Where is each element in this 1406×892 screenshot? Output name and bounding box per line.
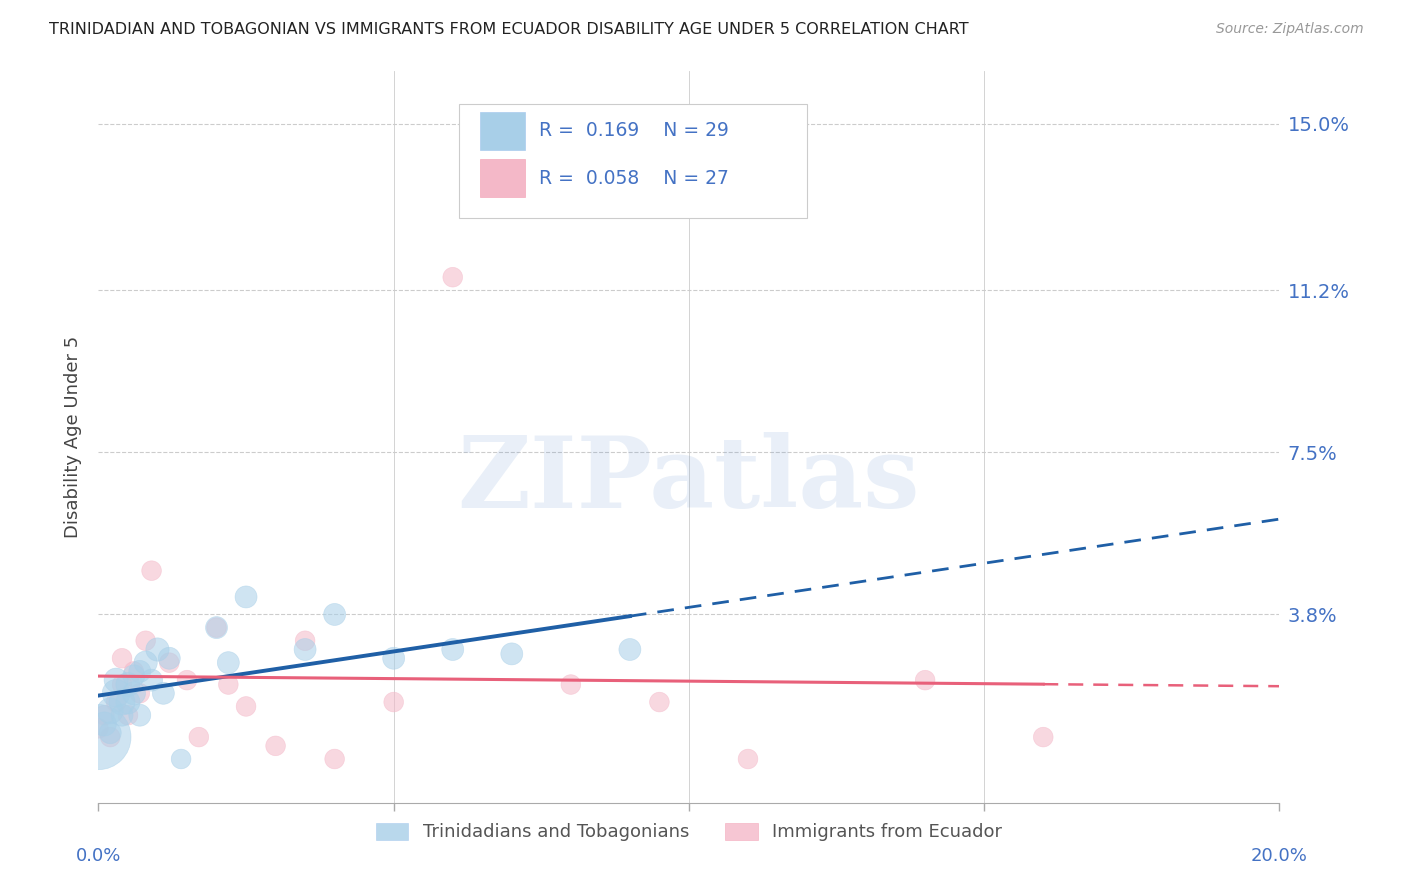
- Text: Source: ZipAtlas.com: Source: ZipAtlas.com: [1216, 22, 1364, 37]
- FancyBboxPatch shape: [479, 112, 524, 150]
- Point: [98, 704, 121, 718]
- Point: [382, 695, 405, 709]
- Point: [111, 695, 134, 709]
- Point: [141, 564, 163, 578]
- Point: [122, 665, 145, 679]
- Point: [294, 642, 316, 657]
- Point: [128, 686, 150, 700]
- Point: [111, 651, 134, 665]
- Point: [217, 677, 239, 691]
- Point: [157, 651, 180, 665]
- Y-axis label: Disability Age Under 5: Disability Age Under 5: [65, 336, 83, 538]
- Point: [737, 752, 759, 766]
- Point: [648, 695, 671, 709]
- Point: [441, 642, 464, 657]
- Text: 20.0%: 20.0%: [1251, 847, 1308, 864]
- Point: [501, 647, 523, 661]
- Point: [87, 730, 110, 744]
- Point: [560, 677, 582, 691]
- Point: [93, 708, 115, 723]
- Point: [117, 708, 139, 723]
- Point: [111, 708, 134, 723]
- Point: [93, 717, 115, 731]
- Point: [98, 725, 121, 739]
- Point: [187, 730, 209, 744]
- Point: [323, 752, 346, 766]
- Text: R =  0.169    N = 29: R = 0.169 N = 29: [538, 121, 728, 140]
- FancyBboxPatch shape: [458, 104, 807, 218]
- Legend: Trinidadians and Tobagonians, Immigrants from Ecuador: Trinidadians and Tobagonians, Immigrants…: [368, 815, 1010, 848]
- Point: [1032, 730, 1054, 744]
- Point: [914, 673, 936, 688]
- Point: [117, 695, 139, 709]
- Point: [235, 590, 257, 604]
- Point: [382, 651, 405, 665]
- Point: [98, 730, 121, 744]
- Point: [122, 686, 145, 700]
- Point: [441, 270, 464, 285]
- Point: [235, 699, 257, 714]
- Point: [157, 656, 180, 670]
- Point: [122, 669, 145, 683]
- Text: ZIPatlas: ZIPatlas: [458, 433, 920, 530]
- Text: TRINIDADIAN AND TOBAGONIAN VS IMMIGRANTS FROM ECUADOR DISABILITY AGE UNDER 5 COR: TRINIDADIAN AND TOBAGONIAN VS IMMIGRANTS…: [49, 22, 969, 37]
- Point: [170, 752, 193, 766]
- Point: [619, 642, 641, 657]
- Point: [217, 656, 239, 670]
- Point: [128, 708, 150, 723]
- Point: [105, 673, 128, 688]
- Text: 0.0%: 0.0%: [76, 847, 121, 864]
- Point: [176, 673, 198, 688]
- Point: [141, 673, 163, 688]
- Point: [87, 722, 110, 736]
- Point: [294, 633, 316, 648]
- Point: [105, 686, 128, 700]
- FancyBboxPatch shape: [479, 159, 524, 197]
- Point: [205, 621, 228, 635]
- Point: [264, 739, 287, 753]
- Point: [323, 607, 346, 622]
- Point: [135, 633, 157, 648]
- Point: [105, 695, 128, 709]
- Point: [152, 686, 174, 700]
- Point: [111, 677, 134, 691]
- Point: [146, 642, 169, 657]
- Text: R =  0.058    N = 27: R = 0.058 N = 27: [538, 169, 728, 187]
- Point: [117, 677, 139, 691]
- Point: [205, 621, 228, 635]
- Point: [128, 665, 150, 679]
- Point: [135, 656, 157, 670]
